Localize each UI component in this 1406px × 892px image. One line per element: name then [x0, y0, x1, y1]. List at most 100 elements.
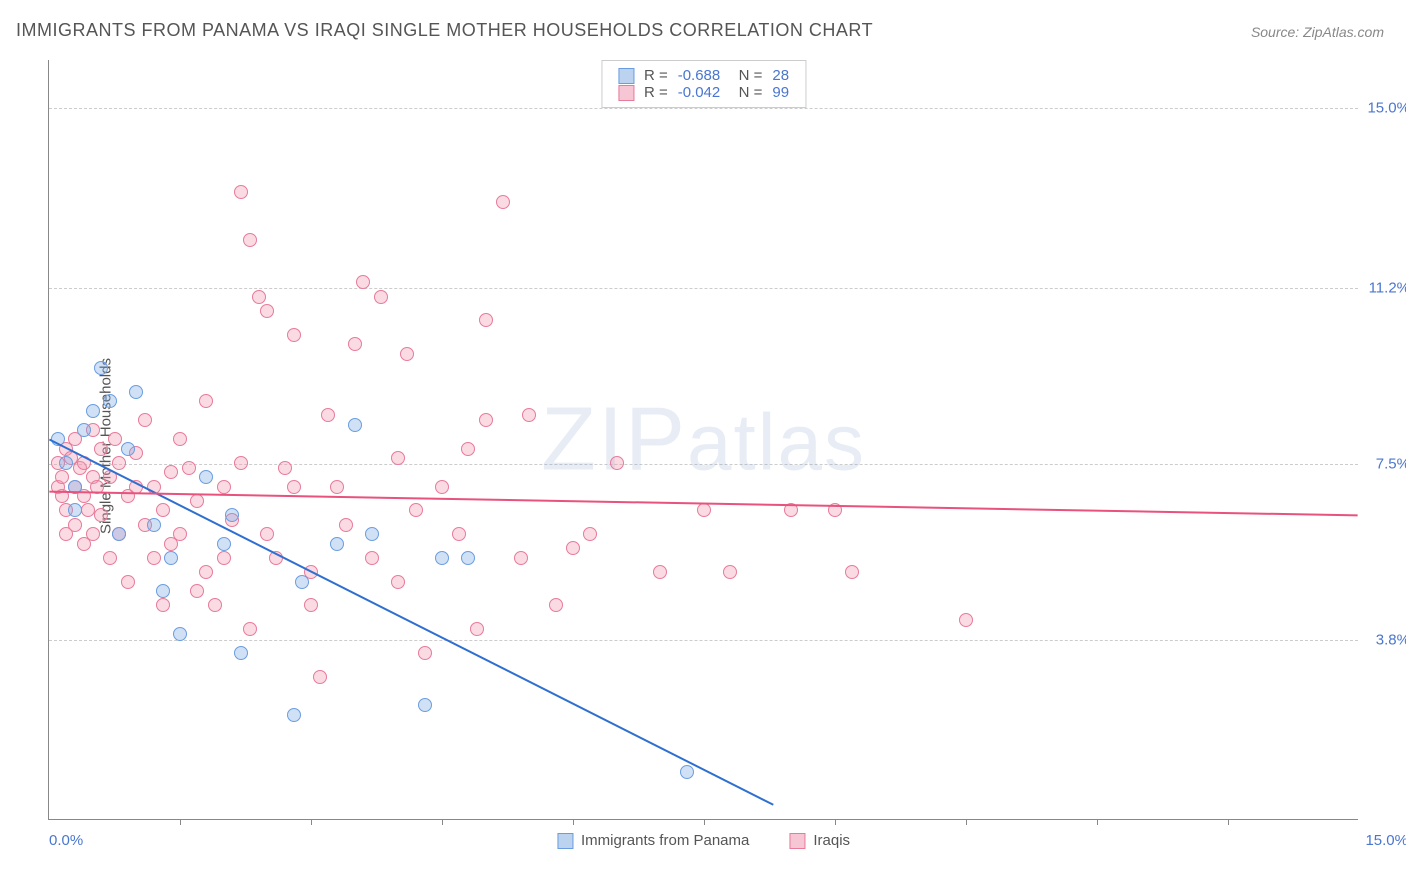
iraqis-point	[391, 451, 405, 465]
iraqis-point	[287, 328, 301, 342]
regression-lines-layer	[49, 60, 1358, 819]
iraqis-point	[103, 551, 117, 565]
iraqis-point	[199, 565, 213, 579]
panama-point	[234, 646, 248, 660]
iraqis-point	[374, 290, 388, 304]
iraqis-point	[260, 304, 274, 318]
panama-point	[435, 551, 449, 565]
panama-point	[103, 394, 117, 408]
panama-point	[156, 584, 170, 598]
iraqis-point	[400, 347, 414, 361]
iraqis-point	[269, 551, 283, 565]
panama-regression-line	[49, 440, 773, 805]
panama-swatch-icon	[618, 68, 634, 84]
bottom-legend: Immigrants from PanamaIraqis	[557, 832, 850, 849]
panama-point	[86, 404, 100, 418]
iraqis-point	[147, 480, 161, 494]
iraqis-point	[304, 598, 318, 612]
iraqis-point	[461, 442, 475, 456]
iraqis-point	[697, 503, 711, 517]
iraqis-point	[260, 527, 274, 541]
panama-point	[225, 508, 239, 522]
stats-legend-box: R = -0.688 N = 28R = -0.042 N = 99	[601, 60, 806, 108]
panama-point	[365, 527, 379, 541]
source-label: Source: ZipAtlas.com	[1251, 24, 1384, 40]
x-tick	[180, 819, 181, 825]
panama-point	[287, 708, 301, 722]
iraqis-point	[243, 233, 257, 247]
y-tick-label: 15.0%	[1360, 99, 1406, 116]
iraqis-point	[190, 494, 204, 508]
panama-point	[330, 537, 344, 551]
watermark-zip: ZIP	[541, 389, 687, 489]
iraqis-point	[156, 503, 170, 517]
iraqis-point	[610, 456, 624, 470]
watermark: ZIPatlas	[541, 388, 866, 491]
n-value: 99	[772, 84, 789, 101]
stats-row: R = -0.042 N = 99	[618, 84, 789, 101]
iraqis-point	[278, 461, 292, 475]
iraqis-point	[348, 337, 362, 351]
panama-point	[173, 627, 187, 641]
panama-swatch-icon	[557, 833, 573, 849]
iraqis-point	[313, 670, 327, 684]
iraqis-point	[243, 622, 257, 636]
x-tick	[311, 819, 312, 825]
iraqis-point	[208, 598, 222, 612]
iraqis-point	[522, 408, 536, 422]
iraqis-point	[86, 527, 100, 541]
iraqis-point	[217, 480, 231, 494]
iraqis-point	[435, 480, 449, 494]
panama-point	[418, 698, 432, 712]
iraqis-point	[164, 465, 178, 479]
iraqis-point	[190, 584, 204, 598]
iraqis-point	[108, 432, 122, 446]
panama-point	[147, 518, 161, 532]
iraqis-point	[418, 646, 432, 660]
iraqis-point	[784, 503, 798, 517]
iraqis-point	[68, 518, 82, 532]
r-label: R =	[644, 67, 668, 84]
iraqis-point	[514, 551, 528, 565]
panama-point	[295, 575, 309, 589]
iraqis-point	[479, 313, 493, 327]
iraqis-point	[583, 527, 597, 541]
iraqis-point	[496, 195, 510, 209]
iraqis-point	[365, 551, 379, 565]
panama-point	[129, 385, 143, 399]
iraqis-point	[55, 470, 69, 484]
iraqis-point	[845, 565, 859, 579]
panama-point	[461, 551, 475, 565]
panama-point	[199, 470, 213, 484]
iraqis-point	[121, 575, 135, 589]
panama-point	[164, 551, 178, 565]
panama-point	[68, 480, 82, 494]
y-tick-label: 3.8%	[1360, 631, 1406, 648]
x-tick	[835, 819, 836, 825]
iraqis-point	[94, 442, 108, 456]
x-axis-value-label: 0.0%	[49, 832, 83, 849]
iraqis-point	[828, 503, 842, 517]
panama-point	[59, 456, 73, 470]
x-tick	[1097, 819, 1098, 825]
iraqis-point	[81, 503, 95, 517]
y-tick-label: 7.5%	[1360, 455, 1406, 472]
iraqis-point	[77, 456, 91, 470]
iraqis-point	[391, 575, 405, 589]
panama-point	[121, 442, 135, 456]
y-tick-label: 11.2%	[1360, 280, 1406, 297]
iraqis-point	[199, 394, 213, 408]
iraqis-point	[409, 503, 423, 517]
iraqis-point	[549, 598, 563, 612]
iraqis-point	[234, 185, 248, 199]
iraqis-point	[94, 508, 108, 522]
iraqis-point	[330, 480, 344, 494]
panama-point	[217, 537, 231, 551]
stats-row: R = -0.688 N = 28	[618, 67, 789, 84]
panama-point	[51, 432, 65, 446]
x-tick	[573, 819, 574, 825]
iraqis-point	[112, 456, 126, 470]
iraqis-swatch-icon	[618, 85, 634, 101]
iraqis-point	[252, 290, 266, 304]
iraqis-point	[103, 470, 117, 484]
